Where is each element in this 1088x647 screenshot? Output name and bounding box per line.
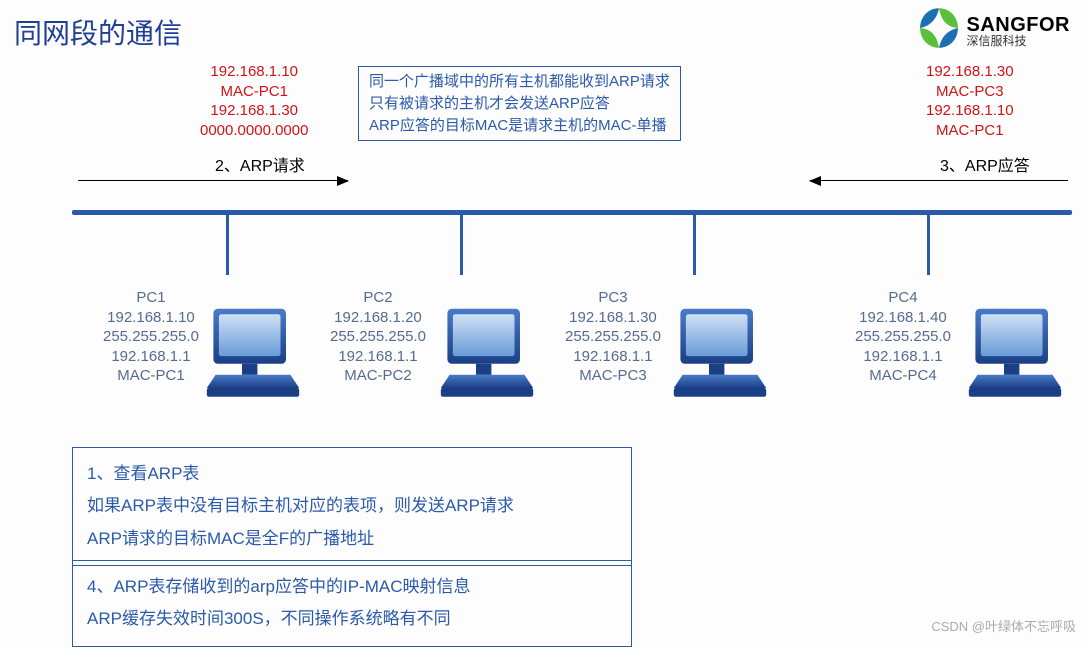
- bus-drop: [460, 215, 463, 275]
- pkt-src-ip: 192.168.1.10: [200, 62, 308, 82]
- arp-request-packet: 192.168.1.10 MAC-PC1 192.168.1.30 0000.0…: [200, 62, 308, 140]
- pc-mask: 255.255.255.0: [565, 327, 661, 347]
- pc-info-pc3: PC3192.168.1.30255.255.255.0192.168.1.1M…: [565, 288, 661, 386]
- pc-name: PC1: [103, 288, 199, 308]
- step3-label: 3、ARP应答: [940, 152, 1030, 176]
- pc-ip: 192.168.1.10: [103, 308, 199, 328]
- box-line: ARP请求的目标MAC是全F的广播地址: [87, 523, 617, 555]
- pc-ip: 192.168.1.40: [855, 308, 951, 328]
- computer-icon: [198, 300, 308, 410]
- center-note: 同一个广播域中的所有主机都能收到ARP请求 只有被请求的主机才会发送ARP应答 …: [358, 66, 681, 141]
- pkt-dst-ip: 192.168.1.10: [926, 101, 1014, 121]
- pkt-src-mac: MAC-PC1: [200, 82, 308, 102]
- step2-label: 2、ARP请求: [215, 152, 305, 176]
- arp-reply-arrow: [810, 180, 1068, 181]
- computer-icon: [432, 300, 542, 410]
- pc-mac: MAC-PC1: [103, 366, 199, 386]
- box-line: 4、ARP表存储收到的arp应答中的IP-MAC映射信息: [87, 571, 617, 603]
- pc-mask: 255.255.255.0: [103, 327, 199, 347]
- sangfor-logo-icon: [917, 6, 961, 55]
- logo-text-en: SANGFOR: [967, 15, 1071, 35]
- pkt-dst-mac: MAC-PC1: [926, 121, 1014, 141]
- pc-gw: 192.168.1.1: [855, 347, 951, 367]
- page-title: 同网段的通信: [14, 12, 182, 52]
- pkt-src-ip: 192.168.1.30: [926, 62, 1014, 82]
- pc-gw: 192.168.1.1: [103, 347, 199, 367]
- pc-mac: MAC-PC2: [330, 366, 426, 386]
- pkt-src-mac: MAC-PC3: [926, 82, 1014, 102]
- pc-mask: 255.255.255.0: [330, 327, 426, 347]
- bus-drop: [693, 215, 696, 275]
- step1-box: 1、查看ARP表 如果ARP表中没有目标主机对应的表项，则发送ARP请求 ARP…: [72, 447, 632, 566]
- watermark: CSDN @叶绿体不忘呼吸: [931, 616, 1076, 635]
- arp-reply-packet: 192.168.1.30 MAC-PC3 192.168.1.10 MAC-PC…: [926, 62, 1014, 140]
- pc-gw: 192.168.1.1: [565, 347, 661, 367]
- step4-box: 4、ARP表存储收到的arp应答中的IP-MAC映射信息 ARP缓存失效时间30…: [72, 560, 632, 647]
- pc-info-pc2: PC2192.168.1.20255.255.255.0192.168.1.1M…: [330, 288, 426, 386]
- pc-info-pc1: PC1192.168.1.10255.255.255.0192.168.1.1M…: [103, 288, 199, 386]
- arp-request-arrow: [78, 180, 348, 181]
- pc-name: PC4: [855, 288, 951, 308]
- note-line: 只有被请求的主机才会发送ARP应答: [369, 93, 670, 115]
- box-line: ARP缓存失效时间300S，不同操作系统略有不同: [87, 603, 617, 635]
- bus-drop: [927, 215, 930, 275]
- note-line: 同一个广播域中的所有主机都能收到ARP请求: [369, 71, 670, 93]
- logo: SANGFOR 深信服科技: [917, 6, 1071, 55]
- note-line: ARP应答的目标MAC是请求主机的MAC-单播: [369, 115, 670, 137]
- pkt-dst-ip: 192.168.1.30: [200, 101, 308, 121]
- pc-name: PC2: [330, 288, 426, 308]
- bus-drop: [226, 215, 229, 275]
- pc-mask: 255.255.255.0: [855, 327, 951, 347]
- pc-mac: MAC-PC4: [855, 366, 951, 386]
- computer-icon: [665, 300, 775, 410]
- network-bus: [72, 210, 1072, 215]
- box-line: 如果ARP表中没有目标主机对应的表项，则发送ARP请求: [87, 490, 617, 522]
- pc-info-pc4: PC4192.168.1.40255.255.255.0192.168.1.1M…: [855, 288, 951, 386]
- pc-mac: MAC-PC3: [565, 366, 661, 386]
- pc-ip: 192.168.1.20: [330, 308, 426, 328]
- box-line: 1、查看ARP表: [87, 458, 617, 490]
- computer-icon: [960, 300, 1070, 410]
- logo-text-cn: 深信服科技: [967, 35, 1071, 47]
- pc-ip: 192.168.1.30: [565, 308, 661, 328]
- pc-gw: 192.168.1.1: [330, 347, 426, 367]
- pc-name: PC3: [565, 288, 661, 308]
- pkt-dst-mac: 0000.0000.0000: [200, 121, 308, 141]
